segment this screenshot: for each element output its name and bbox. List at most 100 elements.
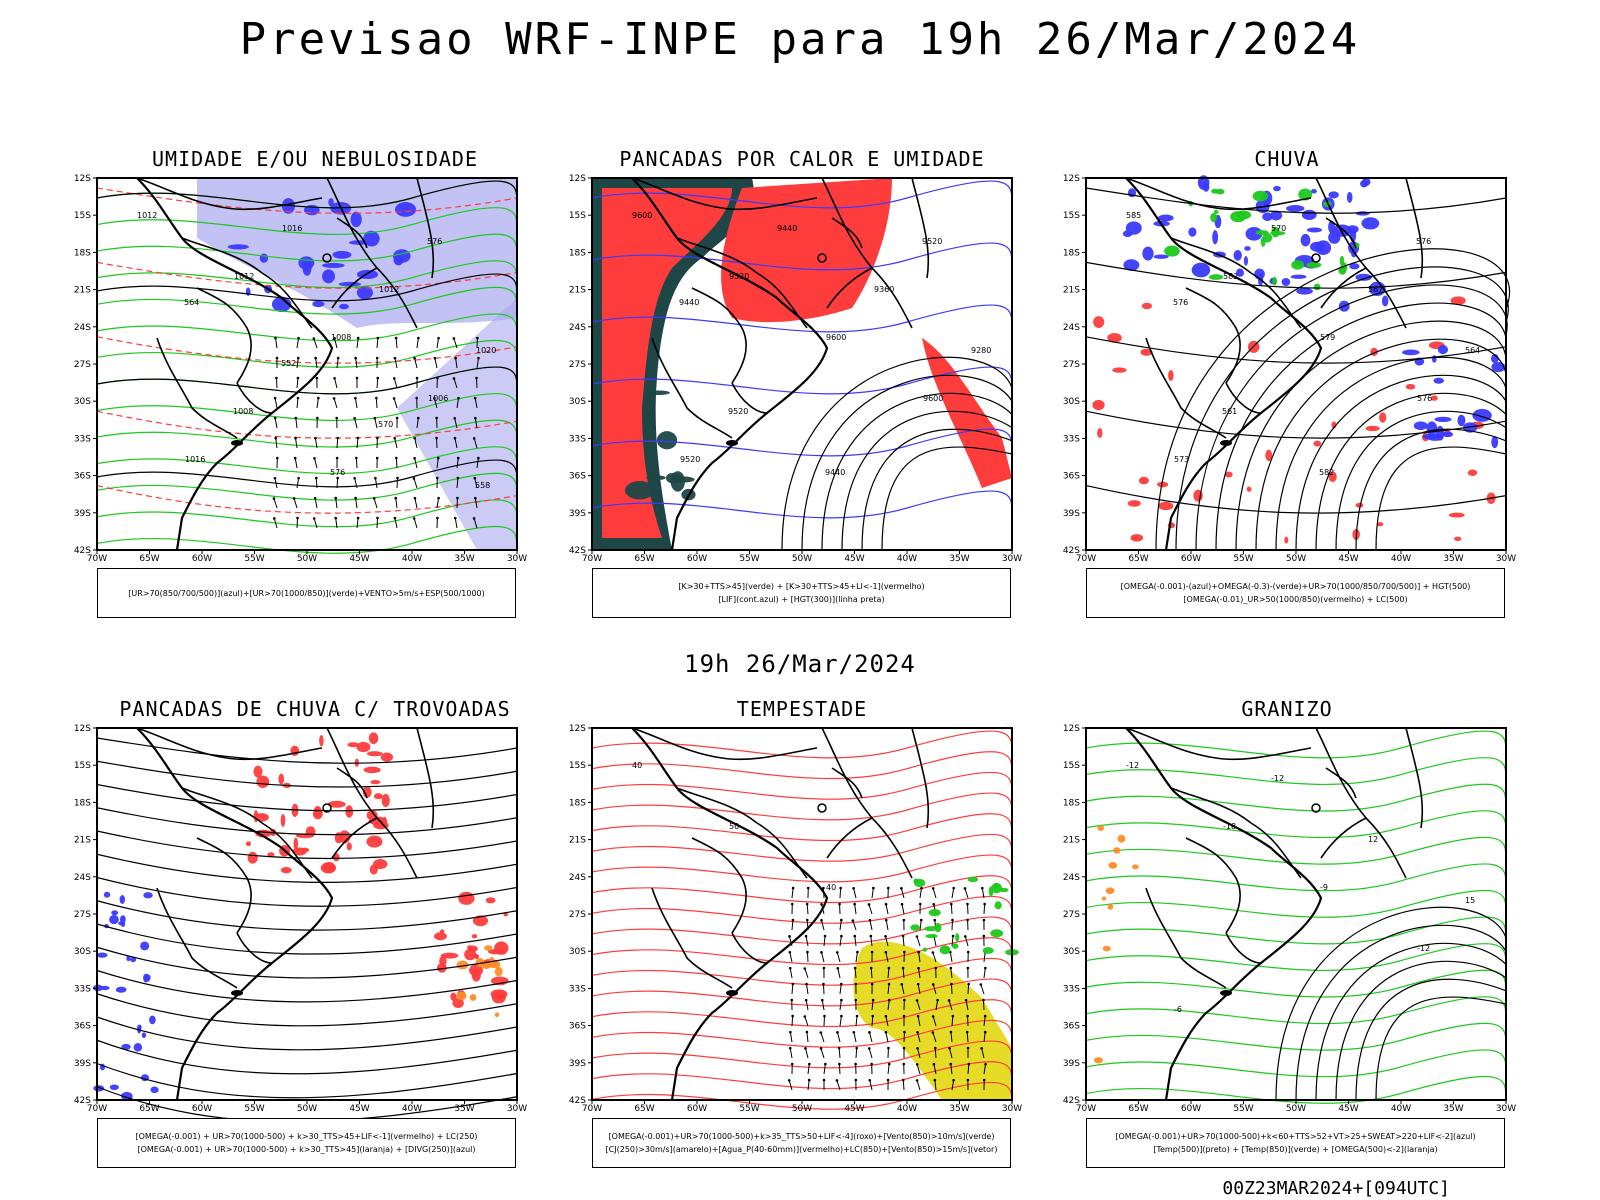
main-title: Previsao WRF-INPE para 19h 26/Mar/2024 [239, 14, 1361, 65]
wind-arrow [295, 418, 298, 429]
wind-vector-head [915, 999, 919, 1002]
storm-red-area [368, 732, 379, 745]
humidity-blue-core [271, 296, 292, 313]
wind-vector [934, 1080, 937, 1091]
wind-arrow-head [454, 356, 457, 360]
wind-arrow-head [473, 476, 477, 480]
storm-red-area [381, 793, 390, 808]
country-border [331, 817, 378, 859]
wind-vector [949, 952, 953, 963]
country-border [1145, 337, 1227, 439]
omega-blue-area [1191, 262, 1211, 278]
precipitable-water-red [591, 792, 1013, 821]
wind-vector-head [916, 982, 920, 986]
wind-vector [916, 1064, 921, 1075]
wind-vector-head [822, 1078, 826, 1082]
pressure-contour [96, 366, 518, 395]
wind-vector-head [791, 918, 795, 922]
wind-vector-head [823, 1014, 826, 1018]
wind-vector-head [931, 951, 935, 954]
lon-tick-label: 60W [687, 554, 707, 564]
lat-tick-label: 21S [1063, 286, 1080, 296]
wind-vector-head [979, 983, 983, 986]
omega-green-area [1215, 188, 1225, 195]
lifted-index-blue [591, 490, 1013, 519]
country-border [676, 787, 758, 824]
panel-title-granizo: GRANIZO [1241, 697, 1333, 721]
wind-arrow-head [412, 477, 416, 480]
wind-vector-head [984, 1062, 987, 1066]
wind-vector-head [903, 998, 906, 1002]
lon-tick-label: 55W [739, 1104, 759, 1114]
wind-arrow-head [393, 377, 396, 380]
wind-arrow [296, 397, 299, 409]
lon-tick-label: 50W [792, 554, 812, 564]
lat-tick-label: 36S [569, 1022, 586, 1032]
storm-orange-area [484, 945, 493, 951]
wind-vector-head [952, 1078, 955, 1082]
lat-tick-label: 18S [74, 248, 91, 258]
wind-vector [839, 887, 842, 899]
contour-label: 570 [1271, 224, 1286, 233]
wind-arrow-head [273, 396, 277, 400]
wind-arrow [456, 458, 459, 469]
wind-arrow [275, 438, 278, 449]
wind-vector-head [805, 1030, 809, 1034]
wind-arrow [433, 398, 438, 409]
wind-arrow [394, 518, 398, 529]
wind-vector [902, 935, 905, 947]
wind-arrow-head [393, 436, 396, 440]
wind-vector-head [803, 1015, 807, 1018]
lat-tick-label: 30S [569, 397, 586, 407]
wind-arrow-head [456, 456, 460, 460]
contour-label: 1012 [137, 211, 157, 220]
legend-line: [UR>70(850/700/500)](azul)+[UR>70(1000/8… [128, 588, 485, 598]
wind-vector [885, 1016, 889, 1027]
jet-yellow-region [853, 941, 1012, 1100]
wind-vector [820, 1032, 825, 1043]
lon-tick-label: 40W [1391, 554, 1411, 564]
storm-red-area [452, 998, 464, 1009]
rain-red-area [1168, 370, 1174, 381]
wind-arrow [275, 377, 278, 389]
lon-tick-label: 65W [634, 554, 654, 564]
map-bg [1086, 728, 1506, 1100]
wind-vector [951, 936, 954, 947]
lat-tick-label: 39S [1063, 509, 1080, 519]
wind-arrow-head [332, 397, 336, 400]
hgt500-contour [1375, 446, 1507, 551]
wind-vector [885, 936, 889, 947]
humidity-blue-core [350, 211, 362, 228]
wind-arrow [454, 518, 458, 529]
rain-red-area [1284, 536, 1289, 544]
divergence-blue-area [109, 1084, 119, 1091]
contour-label: -12 [1126, 761, 1139, 770]
wind-vector-head [806, 950, 809, 954]
storm-red-area [366, 751, 383, 757]
omega-green-area [1210, 212, 1218, 223]
storm-red-area [458, 891, 475, 905]
wind-vector-head [900, 982, 904, 986]
wind-vector [791, 1015, 794, 1027]
wind-arrow [356, 518, 359, 529]
wind-vector [916, 1000, 921, 1011]
humidity-blue-core [332, 250, 352, 259]
streamline-250 [96, 876, 518, 907]
wind-arrow-head [413, 456, 416, 460]
omega-blue-area [1442, 431, 1453, 438]
contour-label: 40 [826, 883, 836, 892]
omega-green-area [1272, 276, 1278, 286]
wind-vector [919, 888, 922, 899]
wind-vector-head [856, 950, 859, 954]
country-border [1185, 837, 1241, 934]
lat-tick-label: 42S [1063, 546, 1080, 556]
wind-arrow [456, 398, 459, 409]
wind-vector-head [934, 966, 938, 970]
wind-arrow [436, 458, 439, 469]
lagoon [1220, 440, 1232, 446]
wind-vector [839, 1000, 842, 1011]
country-border [1250, 272, 1302, 329]
streamline-250 [96, 760, 518, 788]
storm-red-area [356, 741, 371, 753]
wind-vector-head [868, 1031, 871, 1034]
